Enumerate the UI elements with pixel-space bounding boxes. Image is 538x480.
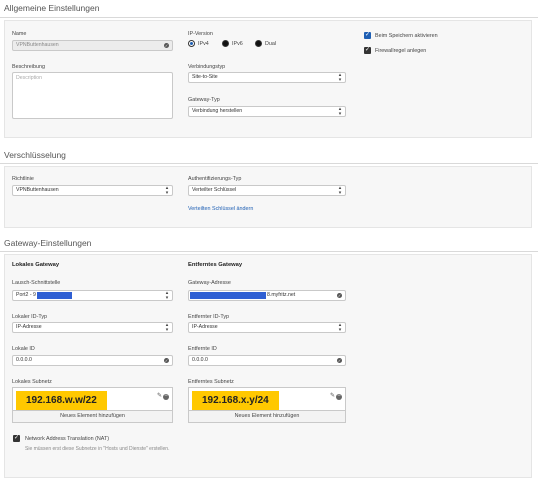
nat-label: Network Address Translation (NAT)	[25, 436, 110, 442]
remote-id-input[interactable]: 0.0.0.0 ✓	[188, 355, 346, 366]
firewall-rule-label: Firewallregel anlegen	[375, 48, 427, 54]
radio-dual-label: Dual	[265, 41, 277, 47]
redaction-bar	[37, 292, 72, 299]
pencil-icon[interactable]: ✎	[329, 393, 335, 399]
local-subnet-label: Lokales Subnetz	[12, 379, 52, 385]
connection-type-value: Site-to-Site	[192, 74, 218, 80]
listen-interface-value: Port2 - 9	[16, 292, 36, 298]
nat-hint: Sie müssen erst diese Subnetze in "Hosts…	[25, 446, 170, 452]
check-icon: ✓	[164, 43, 169, 48]
name-value: VPNButtenhausen	[16, 42, 59, 48]
remote-id-type-select[interactable]: IP-Adresse ▴ ▾	[188, 322, 346, 333]
gateway-address-input[interactable]: 8.myfritz.net ✓	[188, 290, 346, 301]
remote-gateway-heading: Entferntes Gateway	[188, 262, 243, 268]
local-id-type-value: IP-Adresse	[16, 324, 42, 330]
updown-icon: ▴ ▾	[165, 185, 169, 196]
section-title-encryption: Verschlüsselung	[4, 150, 66, 160]
updown-icon: ▴ ▾	[165, 290, 169, 301]
description-placeholder: Description	[16, 75, 42, 81]
remote-subnet-value: 192.168.x.y/24	[192, 391, 279, 410]
gateway-type-select[interactable]: Verbindung herstellen ▴ ▾	[188, 106, 346, 117]
remote-subnet-add-button[interactable]: Neues Element hinzufügen	[188, 411, 346, 423]
nat-checkbox[interactable]: ✓	[13, 435, 20, 442]
change-key-link[interactable]: Verteilten Schlüssel ändern	[188, 206, 254, 212]
auth-type-select[interactable]: Verteilter Schlüssel ▴ ▾	[188, 185, 346, 196]
updown-icon: ▴ ▾	[165, 322, 169, 333]
policy-select[interactable]: VPNButtenhausen ▴ ▾	[12, 185, 173, 196]
divider	[0, 163, 538, 164]
remote-id-type-value: IP-Adresse	[192, 324, 218, 330]
gateway-type-label: Gateway-Typ	[188, 97, 220, 103]
listen-interface-label: Lausch-Schnittstelle	[12, 280, 61, 286]
listen-interface-select[interactable]: Port2 - 9 ▴ ▾	[12, 290, 173, 301]
local-subnet-value: 192.168.w.w/22	[16, 391, 107, 410]
local-id-label: Lokale ID	[12, 346, 35, 352]
check-icon: ✓	[337, 358, 342, 363]
section-title-general: Allgemeine Einstellungen	[4, 3, 100, 13]
remove-icon[interactable]: −	[336, 393, 342, 400]
updown-icon: ▴ ▾	[338, 185, 342, 196]
radio-dual[interactable]	[255, 40, 262, 47]
gateway-address-label: Gateway-Adresse	[188, 280, 231, 286]
connection-type-select[interactable]: Site-to-Site ▴ ▾	[188, 72, 346, 83]
local-gateway-heading: Lokales Gateway	[12, 262, 60, 268]
redaction-bar	[190, 292, 266, 299]
remote-subnet-actions: ✎ −	[330, 392, 342, 400]
local-subnet-list[interactable]: 192.168.w.w/22 ✎ −	[12, 387, 173, 411]
gateway-type-value: Verbindung herstellen	[192, 108, 243, 114]
description-label: Beschreibung	[12, 64, 45, 70]
activate-on-save-checkbox[interactable]: ✓	[364, 32, 371, 39]
local-id-type-label: Lokaler ID-Typ	[12, 314, 48, 320]
radio-ipv4-label: IPv4	[198, 41, 209, 47]
local-id-type-select[interactable]: IP-Adresse ▴ ▾	[12, 322, 173, 333]
ip-version-label: IP-Version	[188, 31, 213, 37]
updown-icon: ▴ ▾	[338, 322, 342, 333]
remote-subnet-list[interactable]: 192.168.x.y/24 ✎ −	[188, 387, 346, 411]
remote-id-label: Entfernte ID	[188, 346, 217, 352]
policy-label: Richtlinie	[12, 176, 34, 182]
description-textarea[interactable]: Description	[12, 72, 173, 119]
local-subnet-actions: ✎ −	[157, 392, 169, 400]
updown-icon: ▴ ▾	[338, 106, 342, 117]
radio-ipv4[interactable]	[188, 40, 195, 47]
remote-id-type-label: Entfernter ID-Typ	[188, 314, 230, 320]
remove-icon[interactable]: −	[163, 393, 169, 400]
policy-value: VPNButtenhausen	[16, 187, 59, 193]
local-subnet-add-button[interactable]: Neues Element hinzufügen	[12, 411, 173, 423]
gateway-address-suffix: 8.myfritz.net	[267, 292, 296, 298]
radio-ipv6-label: IPv6	[232, 41, 243, 47]
activate-on-save-label: Beim Speichern aktivieren	[375, 33, 438, 39]
remote-id-value: 0.0.0.0	[192, 357, 208, 363]
divider	[0, 251, 538, 252]
auth-type-value: Verteilter Schlüssel	[192, 187, 237, 193]
pencil-icon[interactable]: ✎	[156, 393, 162, 399]
gateway-panel	[4, 254, 532, 478]
radio-ipv6[interactable]	[222, 40, 229, 47]
name-label: Name	[12, 31, 27, 37]
firewall-rule-checkbox[interactable]: ✓	[364, 47, 371, 54]
check-icon: ✓	[164, 358, 169, 363]
local-id-value: 0.0.0.0	[16, 357, 32, 363]
divider	[0, 17, 538, 18]
connection-type-label: Verbindungstyp	[188, 64, 226, 70]
local-id-input[interactable]: 0.0.0.0 ✓	[12, 355, 173, 366]
check-icon: ✓	[337, 293, 342, 298]
auth-type-label: Authentifizierungs-Typ	[188, 176, 242, 182]
remote-subnet-label: Entferntes Subnetz	[188, 379, 234, 385]
section-title-gateway: Gateway-Einstellungen	[4, 238, 92, 248]
encryption-panel	[4, 166, 532, 228]
name-input[interactable]: VPNButtenhausen ✓	[12, 40, 173, 51]
updown-icon: ▴ ▾	[338, 72, 342, 83]
